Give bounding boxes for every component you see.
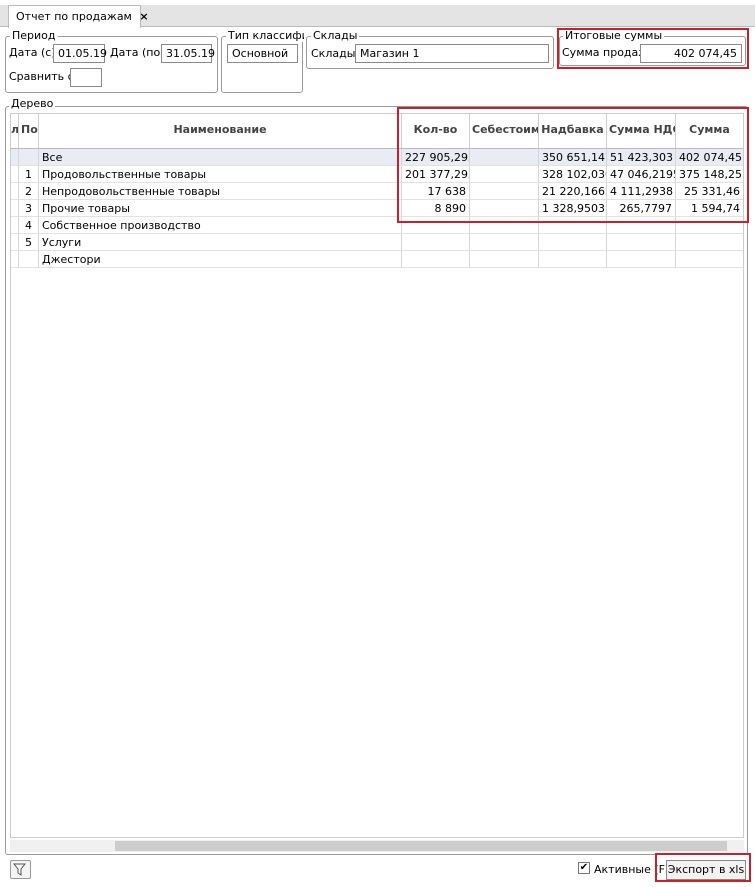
table-cell: 21 220,1662 <box>539 183 607 200</box>
table-cell <box>539 217 607 234</box>
label: Дата (с) <box>9 46 56 59</box>
table-cell <box>470 149 539 166</box>
filter-button[interactable] <box>10 860 31 879</box>
table-cell: Все <box>39 149 402 166</box>
table-cell <box>11 166 19 183</box>
column-header: Наименование <box>39 114 402 149</box>
group-legend: Итоговые суммы <box>563 29 665 42</box>
table-cell <box>676 251 743 268</box>
table-cell <box>11 234 19 251</box>
table-cell: 201 377,293 <box>402 166 470 183</box>
tab-title: Отчет по продажам <box>16 10 132 23</box>
table-cell: 227 905,293 <box>402 149 470 166</box>
table-cell <box>470 166 539 183</box>
table-cell: 2 <box>19 183 39 200</box>
table-cell <box>470 251 539 268</box>
table-cell: 402 074,45 <box>676 149 743 166</box>
table-cell: 1 <box>19 166 39 183</box>
table-cell: 265,7797 <box>607 200 676 217</box>
table-cell: Собственное производство <box>39 217 402 234</box>
label: Дата (по) <box>110 46 165 59</box>
table-cell: 4 <box>19 217 39 234</box>
table-cell <box>11 217 19 234</box>
group-legend: Склады <box>311 29 360 42</box>
table-cell <box>470 234 539 251</box>
table-cell: 4 111,2938 <box>607 183 676 200</box>
table-cell <box>539 251 607 268</box>
table-cell <box>11 200 19 217</box>
label: Склады <box>311 47 356 60</box>
column-header: Надбавка <box>539 114 607 149</box>
checkbox[interactable]: ✔ <box>578 862 590 874</box>
table-cell: Джестори <box>39 251 402 268</box>
table-cell <box>11 183 19 200</box>
column-header: Сумма <box>676 114 743 149</box>
table-cell: 5 <box>19 234 39 251</box>
group-legend: Дерево <box>9 97 56 110</box>
tab-close[interactable]: × <box>139 10 149 23</box>
select[interactable]: Основной <box>227 44 298 63</box>
table-cell: Прочие товары <box>39 200 402 217</box>
scroll-thumb[interactable] <box>115 841 727 851</box>
table-cell: 1 594,74 <box>676 200 743 217</box>
table-cell <box>402 234 470 251</box>
date-input[interactable]: 31.05.19 <box>161 44 215 63</box>
tree-grid: л.ПоНаименованиеКол-воСебестоимоНадбавка… <box>10 113 744 838</box>
column-header: Себестоимо <box>470 114 539 149</box>
group-legend: Тип классифика <box>226 29 304 42</box>
table-cell: 1 328,9503 <box>539 200 607 217</box>
table-cell <box>607 251 676 268</box>
highlight <box>397 107 749 223</box>
group-legend: Период <box>10 29 58 42</box>
warehouses-group <box>306 36 554 69</box>
export-button[interactable]: Экспорт в xls <box>666 860 746 880</box>
filter-icon <box>12 863 27 876</box>
table-cell <box>676 234 743 251</box>
column-header: л. <box>11 114 19 149</box>
table-cell: Услуги <box>39 234 402 251</box>
column-header: Кол-во <box>402 114 470 149</box>
tree-group <box>5 106 748 855</box>
date-input[interactable]: 01.05.19 <box>53 44 107 63</box>
select[interactable]: Магазин 1 <box>355 44 549 63</box>
table-cell: 25 331,46 <box>676 183 743 200</box>
period-group <box>5 36 218 93</box>
table-cell <box>11 149 19 166</box>
table-cell <box>402 251 470 268</box>
table-cell <box>19 251 39 268</box>
table-cell: 328 102,0305 <box>539 166 607 183</box>
column-header: Сумма НДС <box>607 114 676 149</box>
column-header: По <box>19 114 39 149</box>
table-cell: 17 638 <box>402 183 470 200</box>
total-value: 402 074,45 <box>640 44 742 63</box>
compare-input[interactable] <box>70 68 102 87</box>
table-cell: 51 423,303 <box>607 149 676 166</box>
table-cell: Продовольственные товары <box>39 166 402 183</box>
table-cell <box>470 217 539 234</box>
label: Сумма продаж <box>562 46 649 59</box>
label: Сравнить с <box>9 70 74 83</box>
table-cell: Непродовольственные товары <box>39 183 402 200</box>
table-cell: 8 890 <box>402 200 470 217</box>
table-cell <box>676 217 743 234</box>
table-cell: 3 <box>19 200 39 217</box>
highlight <box>557 28 749 69</box>
table-cell <box>402 217 470 234</box>
tab[interactable]: Отчет по продажам × <box>8 5 149 28</box>
table-cell <box>11 251 19 268</box>
table-cell <box>539 234 607 251</box>
table-cell: 47 046,2195 <box>607 166 676 183</box>
table-cell <box>470 200 539 217</box>
highlight <box>655 853 751 882</box>
table-cell <box>470 183 539 200</box>
table-cell: 350 651,147 <box>539 149 607 166</box>
table-cell <box>607 217 676 234</box>
tab-bar <box>0 5 755 27</box>
table-cell: 375 148,25 <box>676 166 743 183</box>
table-cell <box>19 149 39 166</box>
table-cell <box>607 234 676 251</box>
